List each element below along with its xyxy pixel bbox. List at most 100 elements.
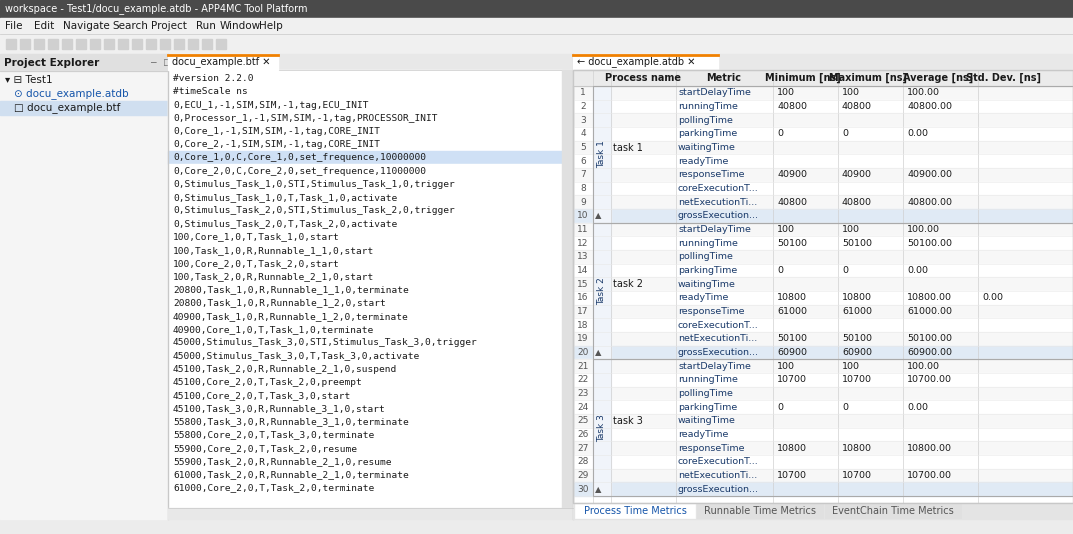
Bar bbox=[573, 373, 1073, 387]
Text: Project Explorer: Project Explorer bbox=[4, 58, 99, 67]
Text: task 1: task 1 bbox=[613, 143, 643, 153]
Text: 19: 19 bbox=[577, 334, 589, 343]
Text: 60900: 60900 bbox=[777, 348, 807, 357]
Text: runningTime: runningTime bbox=[678, 375, 738, 384]
Text: 0.00: 0.00 bbox=[907, 266, 928, 275]
Bar bbox=[573, 223, 1073, 237]
Text: runningTime: runningTime bbox=[678, 239, 738, 248]
Bar bbox=[573, 209, 1073, 223]
Text: Run: Run bbox=[195, 21, 216, 31]
Text: Task 2: Task 2 bbox=[598, 277, 606, 305]
Text: Help: Help bbox=[259, 21, 282, 31]
Text: parkingTime: parkingTime bbox=[678, 266, 737, 275]
Text: 10700: 10700 bbox=[777, 375, 807, 384]
Bar bbox=[573, 346, 1073, 359]
Bar bbox=[573, 86, 1073, 100]
Text: 7: 7 bbox=[580, 170, 586, 179]
Text: ▲: ▲ bbox=[596, 485, 602, 494]
Text: 100,Task_1,0,R,Runnable_1_1,0,start: 100,Task_1,0,R,Runnable_1_1,0,start bbox=[173, 246, 374, 255]
Bar bbox=[168, 455, 562, 468]
Text: Metric: Metric bbox=[706, 73, 741, 83]
Bar bbox=[573, 100, 1073, 113]
Bar bbox=[168, 204, 562, 217]
Text: 29: 29 bbox=[577, 471, 589, 480]
Bar bbox=[0, 54, 168, 519]
Text: 45000,Stimulus_Task_3,0,T,Task_3,0,activate: 45000,Stimulus_Task_3,0,T,Task_3,0,activ… bbox=[173, 351, 421, 360]
Text: 50100.00: 50100.00 bbox=[907, 239, 952, 248]
Text: 100,Core_1,0,T,Task_1,0,start: 100,Core_1,0,T,Task_1,0,start bbox=[173, 232, 340, 241]
Bar bbox=[168, 230, 562, 244]
Bar bbox=[168, 125, 562, 138]
Text: task 3: task 3 bbox=[613, 416, 643, 426]
Text: 10700.00: 10700.00 bbox=[907, 471, 952, 480]
Text: 60900.00: 60900.00 bbox=[907, 348, 952, 357]
Text: startDelayTime: startDelayTime bbox=[678, 225, 751, 234]
Bar bbox=[168, 112, 562, 125]
Text: 55900,Core_2,0,T,Task_2,0,resume: 55900,Core_2,0,T,Task_2,0,resume bbox=[173, 444, 357, 453]
Text: 40800: 40800 bbox=[842, 198, 872, 207]
Text: Search: Search bbox=[113, 21, 148, 31]
Bar bbox=[168, 363, 562, 375]
Text: 50100: 50100 bbox=[777, 239, 807, 248]
Text: 0: 0 bbox=[842, 403, 848, 412]
Bar bbox=[575, 504, 695, 518]
Bar bbox=[48, 39, 58, 49]
Bar bbox=[593, 359, 611, 496]
Text: 0.00: 0.00 bbox=[907, 129, 928, 138]
Bar bbox=[34, 39, 44, 49]
Text: 61000: 61000 bbox=[842, 307, 872, 316]
Text: 50100: 50100 bbox=[842, 334, 872, 343]
Bar bbox=[562, 70, 573, 508]
Bar bbox=[168, 428, 562, 442]
Text: ← docu_example.atdb ✕: ← docu_example.atdb ✕ bbox=[577, 57, 695, 67]
Bar bbox=[6, 39, 16, 49]
Text: 40900: 40900 bbox=[842, 170, 872, 179]
Bar bbox=[573, 70, 1073, 86]
Bar bbox=[573, 503, 1073, 519]
Text: 1: 1 bbox=[580, 88, 586, 97]
Bar bbox=[573, 264, 1073, 277]
Text: pollingTime: pollingTime bbox=[678, 253, 733, 262]
Text: 40800.00: 40800.00 bbox=[907, 198, 952, 207]
Bar bbox=[168, 54, 278, 70]
Text: ⊙ docu_example.atdb: ⊙ docu_example.atdb bbox=[14, 89, 129, 99]
Text: workspace - Test1/docu_example.atdb - APP4MC Tool Platform: workspace - Test1/docu_example.atdb - AP… bbox=[5, 4, 308, 14]
Bar bbox=[62, 39, 72, 49]
Bar bbox=[593, 86, 611, 223]
Bar bbox=[573, 195, 1073, 209]
Bar bbox=[20, 39, 30, 49]
Text: 10800.00: 10800.00 bbox=[907, 444, 952, 453]
Text: readyTime: readyTime bbox=[678, 430, 729, 439]
Text: Average [ns]: Average [ns] bbox=[902, 73, 973, 83]
Bar bbox=[573, 277, 1073, 291]
Bar bbox=[573, 237, 1073, 250]
Text: 61000.00: 61000.00 bbox=[907, 307, 952, 316]
Text: 0.00: 0.00 bbox=[907, 403, 928, 412]
Bar bbox=[0, 54, 168, 71]
Text: 0: 0 bbox=[842, 129, 848, 138]
Bar bbox=[573, 428, 1073, 442]
Text: 10800: 10800 bbox=[777, 444, 807, 453]
Text: ▲: ▲ bbox=[596, 211, 602, 221]
Bar bbox=[174, 39, 183, 49]
Text: 2: 2 bbox=[580, 102, 586, 111]
Bar bbox=[104, 39, 114, 49]
Text: 61000,Core_2,0,T,Task_2,0,terminate: 61000,Core_2,0,T,Task_2,0,terminate bbox=[173, 483, 374, 492]
Text: 61000: 61000 bbox=[777, 307, 807, 316]
Bar bbox=[573, 168, 1073, 182]
Text: coreExecutionT...: coreExecutionT... bbox=[678, 321, 759, 330]
Bar bbox=[573, 359, 1073, 373]
Bar bbox=[573, 182, 1073, 195]
Text: 10800.00: 10800.00 bbox=[907, 293, 952, 302]
Bar bbox=[168, 164, 562, 178]
Text: Process Time Metrics: Process Time Metrics bbox=[584, 506, 687, 516]
Bar bbox=[168, 244, 562, 257]
Bar bbox=[573, 400, 1073, 414]
Text: 0,Stimulus_Task_2,0,STI,Stimulus_Task_2,0,trigger: 0,Stimulus_Task_2,0,STI,Stimulus_Task_2,… bbox=[173, 206, 455, 215]
Text: 20800,Task_1,0,R,Runnable_1_2,0,start: 20800,Task_1,0,R,Runnable_1_2,0,start bbox=[173, 299, 386, 308]
Text: 24: 24 bbox=[577, 403, 589, 412]
Bar bbox=[188, 39, 199, 49]
Text: Task 3: Task 3 bbox=[598, 414, 606, 442]
Text: Project: Project bbox=[151, 21, 188, 31]
Text: 8: 8 bbox=[580, 184, 586, 193]
